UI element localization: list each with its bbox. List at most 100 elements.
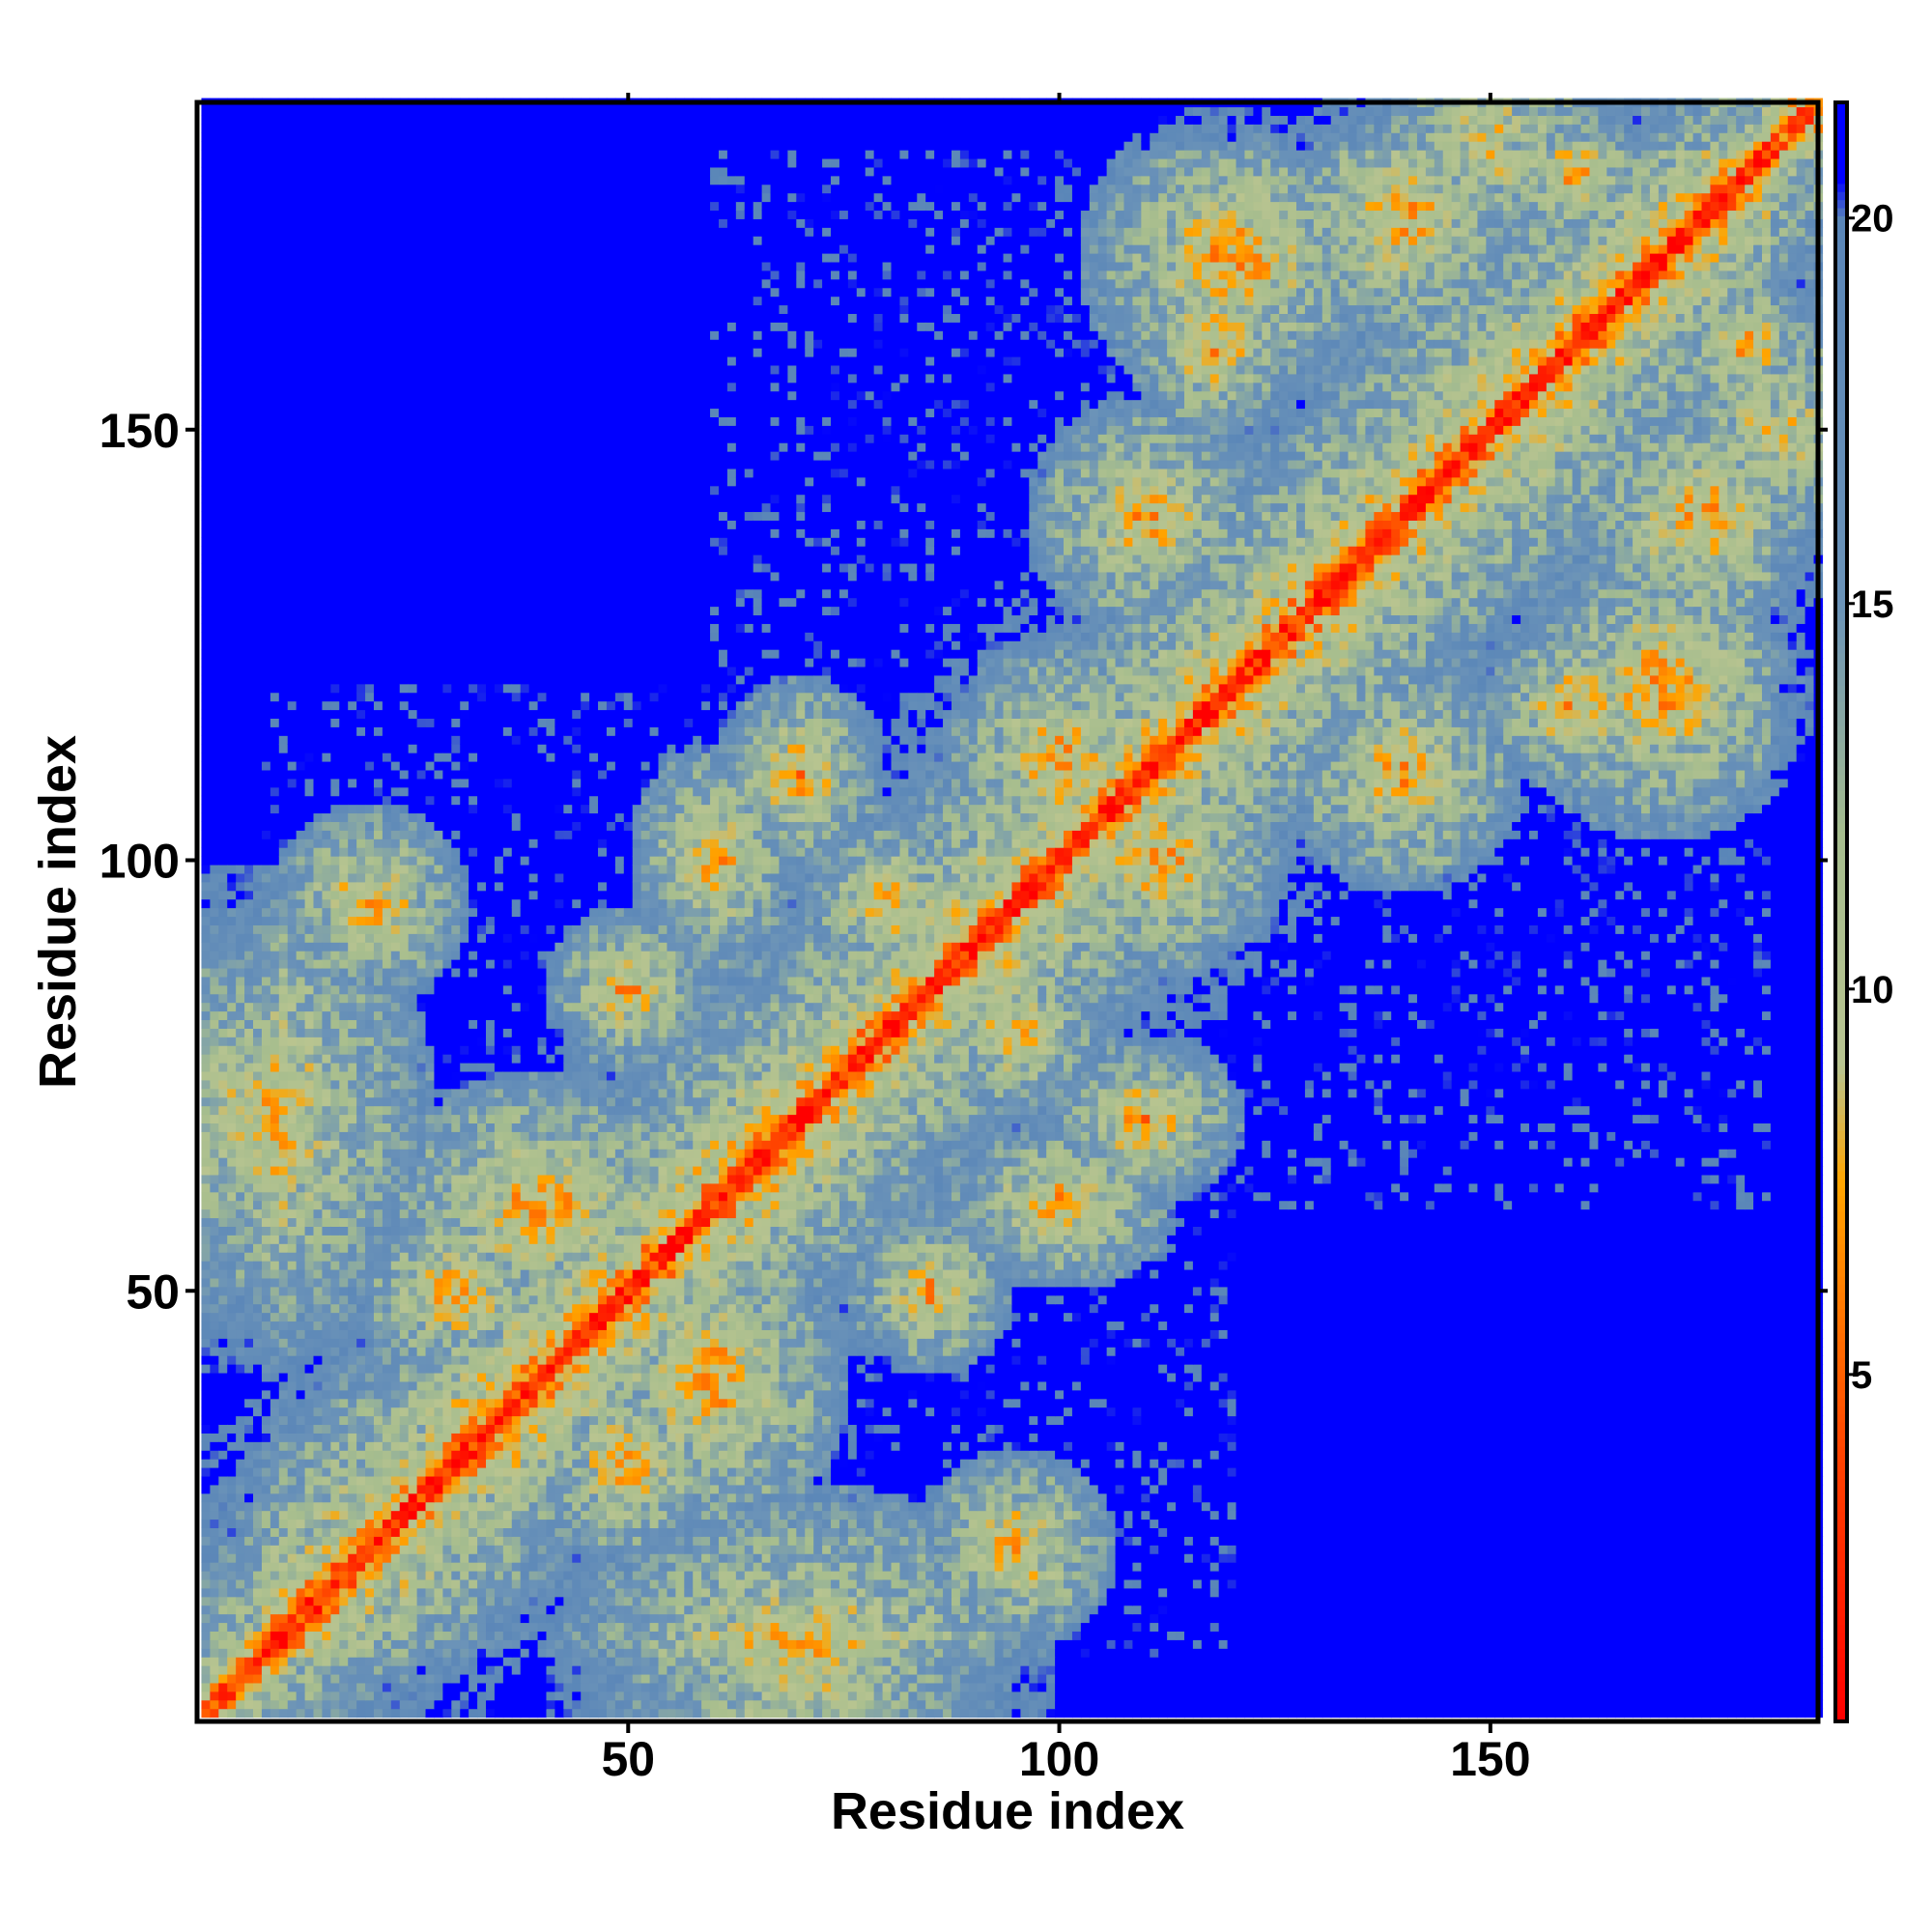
heatmap-cell — [1037, 1683, 1047, 1692]
heatmap-cell — [1633, 1709, 1642, 1719]
heatmap-cell — [512, 1700, 522, 1710]
heatmap-cell — [262, 1553, 271, 1563]
heatmap-cell — [279, 985, 289, 995]
heatmap-cell — [210, 1399, 219, 1408]
heatmap-cell — [210, 1321, 219, 1330]
heatmap-cell — [227, 1149, 237, 1158]
heatmap-cell — [201, 416, 211, 426]
heatmap-cell — [442, 1639, 452, 1649]
heatmap-cell — [297, 1166, 306, 1176]
heatmap-cell — [1426, 1631, 1435, 1640]
heatmap-cell — [288, 425, 298, 435]
heatmap-cell — [288, 1416, 298, 1426]
heatmap-cell — [262, 460, 271, 469]
heatmap-cell — [1141, 1665, 1151, 1675]
heatmap-cell — [297, 1080, 306, 1090]
heatmap-cell — [848, 1665, 858, 1675]
heatmap-cell — [1529, 1648, 1539, 1658]
heatmap-cell — [218, 1217, 228, 1227]
heatmap-cell — [805, 1631, 814, 1640]
heatmap-cell — [313, 1347, 323, 1356]
heatmap-cell — [210, 227, 219, 237]
heatmap-cell — [270, 1571, 280, 1580]
heatmap-cell — [262, 356, 271, 366]
heatmap-cell — [236, 1545, 245, 1554]
heatmap-cell — [297, 796, 306, 806]
heatmap-cell — [201, 632, 211, 641]
heatmap-cell — [210, 1252, 219, 1262]
heatmap-cell — [753, 1648, 763, 1658]
heatmap-cell — [1123, 1691, 1133, 1701]
heatmap-cell — [244, 288, 254, 298]
heatmap-cell — [244, 753, 254, 762]
heatmap-cell — [210, 1209, 219, 1219]
heatmap-cell — [1727, 1622, 1737, 1632]
heatmap-cell — [262, 1485, 271, 1494]
heatmap-cell — [201, 753, 211, 762]
heatmap-cell — [1132, 1648, 1142, 1658]
heatmap-cell — [313, 873, 323, 883]
heatmap-cell — [1641, 1665, 1651, 1675]
heatmap-cell — [512, 1648, 522, 1658]
heatmap-cell — [210, 1269, 219, 1279]
heatmap-cell — [1037, 1639, 1047, 1649]
heatmap-cell — [1011, 1691, 1021, 1701]
heatmap-cell — [943, 1605, 952, 1615]
heatmap-cell — [279, 1122, 289, 1132]
heatmap-cell — [1167, 1605, 1177, 1615]
heatmap-cell — [227, 1441, 237, 1451]
heatmap-cell — [925, 1639, 935, 1649]
heatmap-cell — [693, 1648, 702, 1658]
heatmap-cell — [1702, 1648, 1712, 1658]
heatmap-cell — [262, 348, 271, 357]
heatmap-cell — [1598, 1622, 1607, 1632]
heatmap-cell — [297, 193, 306, 203]
heatmap-cell — [262, 830, 271, 839]
heatmap-cell — [1650, 1648, 1660, 1658]
heatmap-cell — [253, 891, 263, 900]
heatmap-cell — [210, 391, 219, 401]
heatmap-cell — [1753, 1665, 1763, 1675]
heatmap-cell — [1615, 1648, 1625, 1658]
heatmap-cell — [529, 1700, 539, 1710]
heatmap-cell — [787, 1709, 797, 1719]
heatmap-cell — [279, 330, 289, 340]
heatmap-cell — [978, 1700, 987, 1710]
heatmap-cell — [288, 693, 298, 702]
heatmap-cell — [305, 288, 315, 298]
heatmap-cell — [1477, 1605, 1487, 1615]
heatmap-cell — [787, 1597, 797, 1606]
heatmap-cell — [1408, 1691, 1418, 1701]
heatmap-cell — [253, 1665, 263, 1675]
heatmap-cell — [210, 1140, 219, 1150]
heatmap-cell — [201, 1527, 211, 1537]
heatmap-cell — [442, 1622, 452, 1632]
heatmap-cell — [305, 1278, 315, 1288]
heatmap-cell — [1685, 1648, 1694, 1658]
heatmap-cell — [1745, 1691, 1754, 1701]
heatmap-cell — [1340, 1691, 1350, 1701]
heatmap-cell — [270, 365, 280, 375]
heatmap-cell — [227, 1631, 237, 1640]
heatmap-cell — [1435, 1683, 1444, 1692]
heatmap-cell — [236, 1313, 245, 1322]
heatmap-cell — [1349, 1614, 1358, 1624]
heatmap-cell — [1503, 1709, 1513, 1719]
heatmap-cell — [848, 1631, 858, 1640]
heatmap-cell — [400, 1597, 410, 1606]
heatmap-cell — [279, 115, 289, 125]
heatmap-cell — [297, 1329, 306, 1339]
heatmap-cell — [227, 1217, 237, 1227]
heatmap-cell — [1055, 1639, 1065, 1649]
heatmap-cell — [279, 546, 289, 555]
heatmap-cell — [262, 1028, 271, 1037]
heatmap-cell — [227, 1226, 237, 1236]
heatmap-cell — [1356, 1691, 1366, 1701]
heatmap-cell — [244, 1175, 254, 1184]
heatmap-cell — [1349, 1622, 1358, 1632]
heatmap-cell — [262, 1131, 271, 1141]
heatmap-cell — [218, 400, 228, 410]
heatmap-cell — [288, 1399, 298, 1408]
heatmap-cell — [305, 1631, 315, 1640]
heatmap-cell — [210, 1536, 219, 1546]
